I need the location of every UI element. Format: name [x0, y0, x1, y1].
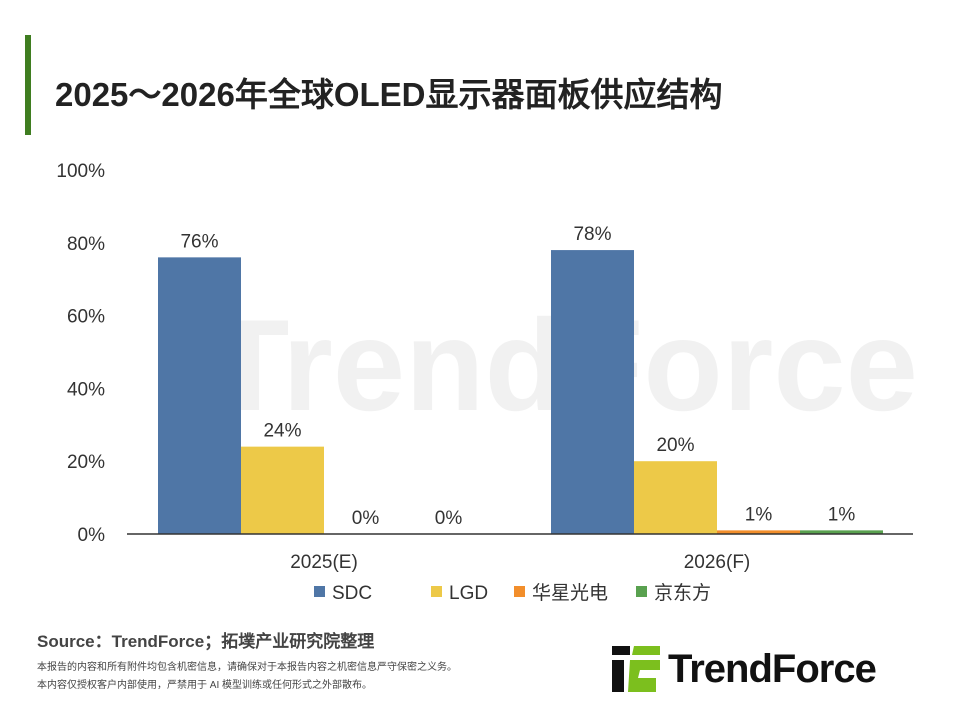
x-tick-label: 2025(E): [290, 552, 358, 573]
data-label: 1%: [828, 504, 856, 525]
trendforce-logo-icon: [612, 646, 660, 692]
legend-swatch: [314, 586, 325, 597]
y-tick-label: 80%: [67, 234, 105, 255]
logo-text: TrendForce: [668, 646, 877, 691]
bar-LGD: [634, 461, 717, 534]
y-tick-label: 40%: [67, 379, 105, 400]
legend-label: 京东方: [654, 582, 711, 604]
page-title: 2025～2026年全球OLED显示器面板供应结构: [55, 76, 723, 113]
legend-label: LGD: [449, 583, 488, 604]
data-label: 0%: [352, 508, 380, 529]
usage-note: 本内容仅授权客户内部使用，严禁用于 AI 模型训练或任何形式之外部散布。: [37, 680, 373, 691]
bar-京东方: [800, 530, 883, 534]
data-label: 20%: [656, 435, 694, 456]
bar-chart: 0% 20% 40% 60% 80% 100% 76% 24% 0% 0% 2025(E) 78% 20…: [56, 161, 913, 604]
legend-swatch: [514, 586, 525, 597]
x-tick-label: 2026(F): [684, 552, 751, 573]
y-tick-label: 20%: [67, 452, 105, 473]
y-tick-label: 100%: [56, 161, 105, 182]
legend-label: SDC: [332, 583, 372, 604]
bar-LGD: [241, 446, 324, 534]
data-label: 76%: [180, 231, 218, 252]
data-label: 78%: [573, 224, 611, 245]
bar-SDC: [158, 257, 241, 534]
trendforce-logo: TrendForce: [612, 646, 877, 692]
confidential-note: 本报告的内容和所有附件均包含机密信息，请确保对于本报告内容之机密信息严守保密之义…: [37, 662, 457, 673]
y-tick-label: 0%: [78, 525, 106, 546]
data-label: 1%: [745, 504, 773, 525]
y-tick-label: 60%: [67, 307, 105, 328]
data-label: 0%: [435, 508, 463, 529]
legend-swatch: [636, 586, 647, 597]
source-text: Source：TrendForce；拓墣产业研究院整理: [37, 632, 375, 651]
title-accent-bar: [25, 35, 31, 135]
legend-swatch: [431, 586, 442, 597]
bar-华星光电: [717, 530, 800, 534]
bar-SDC: [551, 250, 634, 534]
legend-label: 华星光电: [532, 582, 608, 604]
data-label: 24%: [263, 421, 301, 442]
